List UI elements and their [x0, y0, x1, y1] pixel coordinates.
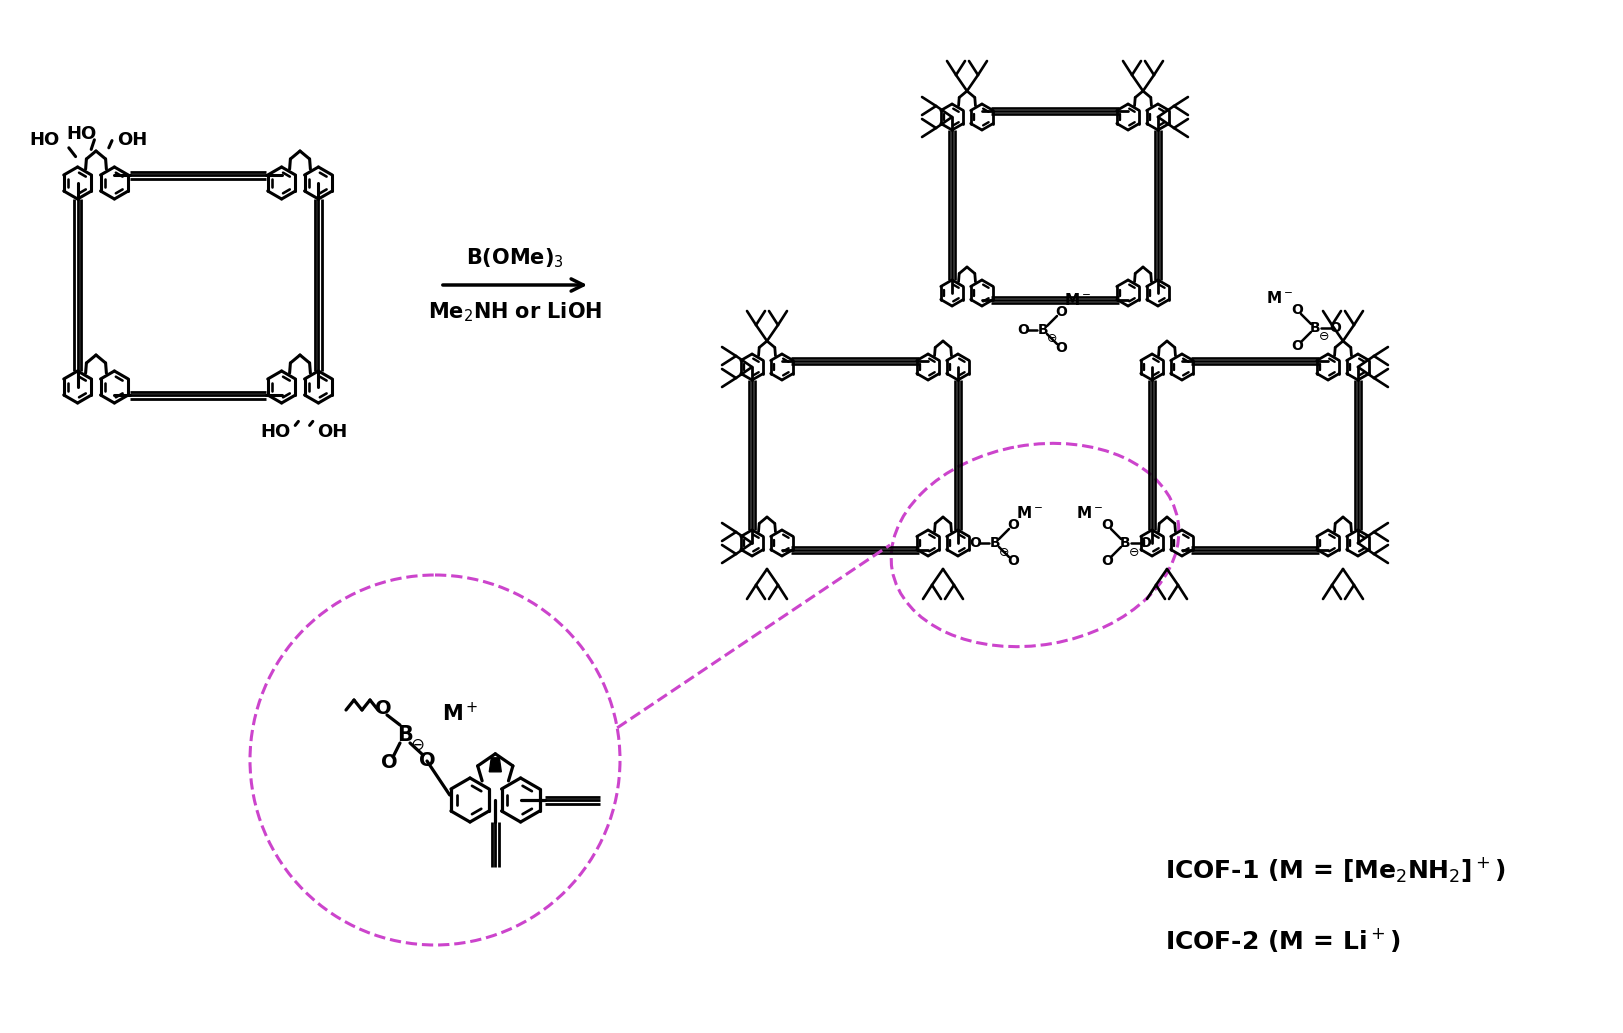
Text: O: O: [1100, 554, 1113, 568]
Text: O: O: [1100, 518, 1113, 532]
Text: O: O: [1055, 341, 1066, 355]
Text: M$^+$: M$^+$: [441, 701, 479, 725]
Text: $\ominus$: $\ominus$: [998, 545, 1010, 559]
Text: $\ominus$: $\ominus$: [1047, 333, 1058, 345]
Text: B: B: [1120, 536, 1130, 550]
Polygon shape: [489, 758, 502, 772]
Text: O: O: [1290, 339, 1303, 353]
Text: B: B: [990, 536, 1000, 550]
Text: O: O: [1006, 554, 1019, 568]
Text: M$^-$: M$^-$: [1266, 290, 1294, 306]
Text: O: O: [1018, 323, 1029, 337]
Text: O: O: [419, 751, 435, 771]
Text: HO: HO: [260, 422, 291, 441]
Text: O: O: [375, 699, 391, 719]
Text: ICOF-1 (M = [Me$_2$NH$_2$]$^+$): ICOF-1 (M = [Me$_2$NH$_2$]$^+$): [1165, 855, 1506, 884]
Text: M$^-$: M$^-$: [1076, 505, 1104, 521]
Text: HO: HO: [29, 131, 58, 149]
Text: O: O: [1006, 518, 1019, 532]
Text: $\ominus$: $\ominus$: [1128, 545, 1139, 559]
Text: B: B: [1037, 323, 1048, 337]
Text: $\ominus$: $\ominus$: [1318, 331, 1329, 344]
Text: B(OMe)$_3$: B(OMe)$_3$: [466, 246, 563, 270]
Text: O: O: [381, 753, 398, 773]
Text: O: O: [1290, 303, 1303, 317]
Text: B: B: [1310, 321, 1321, 335]
Text: O: O: [1139, 536, 1151, 550]
Text: Me$_2$NH or LiOH: Me$_2$NH or LiOH: [428, 301, 602, 323]
Text: M$^-$: M$^-$: [1065, 292, 1092, 308]
Text: O: O: [969, 536, 980, 550]
Text: HO: HO: [67, 125, 97, 144]
Text: B: B: [398, 725, 412, 745]
Text: ICOF-2 (M = Li$^+$): ICOF-2 (M = Li$^+$): [1165, 926, 1401, 954]
Text: OH: OH: [117, 131, 148, 149]
Text: O: O: [1329, 321, 1341, 335]
Text: $\ominus$: $\ominus$: [409, 735, 424, 754]
Text: OH: OH: [318, 422, 347, 441]
Text: O: O: [1055, 305, 1066, 319]
Text: M$^-$: M$^-$: [1016, 505, 1044, 521]
